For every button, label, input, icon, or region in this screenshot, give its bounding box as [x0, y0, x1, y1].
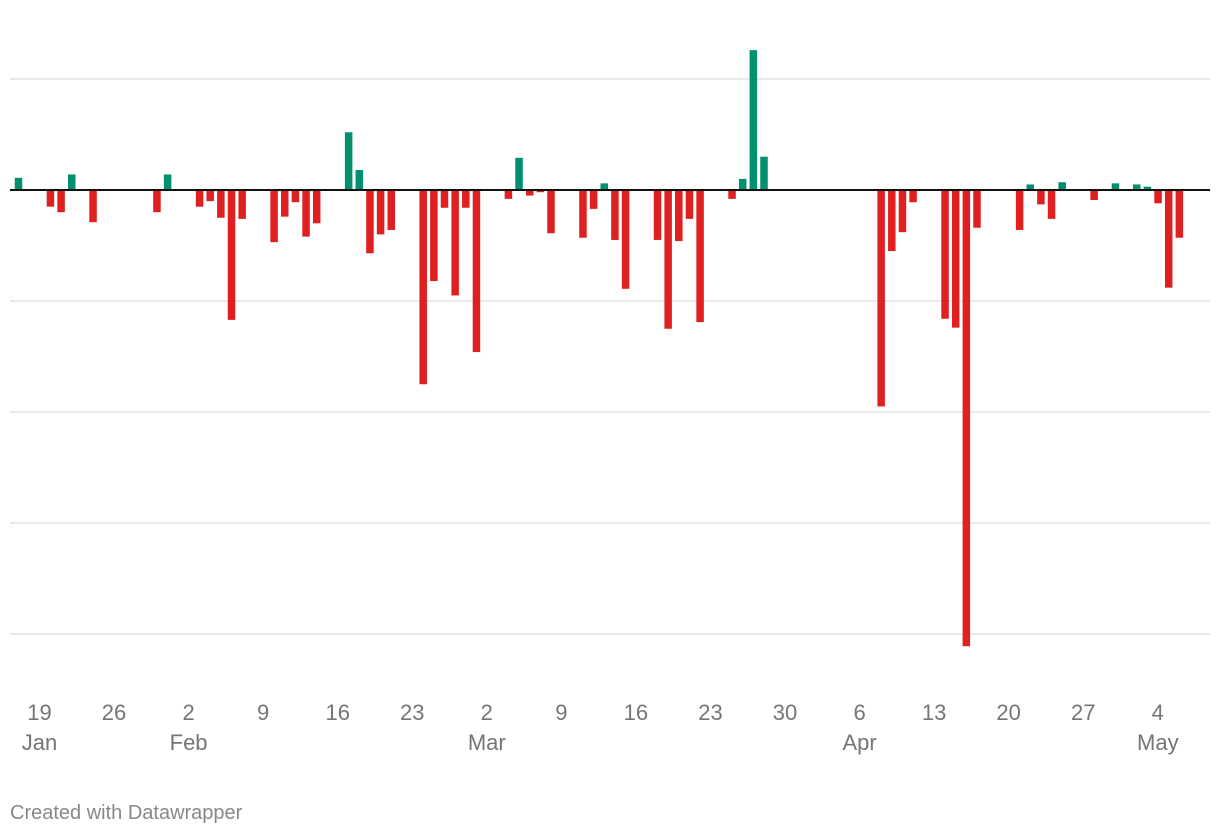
bar-negative [89, 190, 97, 223]
bar-negative [462, 190, 470, 208]
x-tick-day-label: 6 [853, 700, 865, 725]
bar-negative [430, 190, 438, 282]
x-tick-day-label: 16 [325, 700, 349, 725]
bar-negative [312, 190, 321, 224]
bar-negative [653, 190, 662, 240]
bar-negative [238, 190, 246, 219]
x-tick-month-label: Jan [22, 730, 57, 755]
bar-chart: 19 Jan 26 2 Feb 9 16 23 2 Mar 9 16 23 30 6 Apr 13 20 27 4 Ma… [10, 50, 1210, 755]
bar-negative [1164, 190, 1173, 288]
bar-negative [227, 190, 236, 320]
x-tick-day-label: 27 [1071, 700, 1095, 725]
bar-negative [547, 190, 555, 234]
bar-negative [281, 190, 289, 217]
bar-negative [898, 190, 907, 233]
bar-negative [951, 190, 960, 328]
bar-negative [153, 190, 161, 213]
x-tick-month-label: May [1137, 730, 1179, 755]
bar-negative [973, 190, 981, 228]
bar-positive [1026, 184, 1034, 190]
bar-positive [600, 183, 608, 190]
bar-positive [1133, 184, 1141, 190]
bar-negative [1090, 190, 1098, 200]
bar-negative [387, 190, 395, 230]
x-tick-day-label: 20 [996, 700, 1020, 725]
bar-negative [579, 190, 587, 238]
bar-negative [1047, 190, 1056, 219]
x-tick-day-label: 23 [698, 700, 722, 725]
bar-negative [376, 190, 385, 235]
datawrapper-credit: Created with Datawrapper [10, 802, 243, 824]
x-tick-month-label: Feb [170, 730, 208, 755]
bar-negative [664, 190, 672, 329]
bar-negative [589, 190, 598, 209]
bar-negative [621, 190, 630, 289]
bar-negative [685, 190, 694, 219]
bar-negative [696, 190, 704, 323]
x-tick-day-label: 2 [481, 700, 493, 725]
bar-positive [515, 157, 523, 190]
bar-negative [1037, 190, 1045, 205]
x-tick-day-label: 9 [555, 700, 567, 725]
bar-negative [728, 190, 736, 199]
bar-negative [962, 190, 971, 647]
bar-positive [163, 174, 172, 190]
x-tick-day-label: 30 [773, 700, 797, 725]
bar-negative [504, 190, 513, 199]
x-tick-day-label: 4 [1152, 700, 1164, 725]
bar-negative [291, 190, 300, 203]
bar-negative [888, 190, 896, 252]
bars [14, 50, 1184, 647]
bar-positive [749, 50, 758, 190]
x-tick-month-label: Apr [842, 730, 876, 755]
bar-negative [206, 190, 214, 202]
bar-negative [675, 190, 683, 242]
bar-negative [941, 190, 949, 319]
gridlines [10, 78, 1210, 635]
x-tick-day-label: 9 [257, 700, 269, 725]
bar-negative [440, 190, 449, 208]
x-tick-day-label: 23 [400, 700, 424, 725]
bar-negative [877, 190, 885, 407]
bar-positive [1058, 182, 1066, 190]
bar-negative [611, 190, 619, 240]
x-tick-day-label: 13 [922, 700, 946, 725]
bar-positive [14, 177, 23, 190]
x-tick-day-label: 26 [102, 700, 126, 725]
bar-negative [451, 190, 459, 296]
bar-negative [46, 190, 55, 207]
bar-positive [760, 156, 768, 190]
x-tick-day-label: 2 [182, 700, 194, 725]
bar-positive [68, 174, 76, 190]
x-tick-month-label: Mar [468, 730, 506, 755]
x-tick-day-label: 16 [624, 700, 648, 725]
bar-negative [57, 190, 65, 213]
x-tick-day-label: 19 [27, 700, 51, 725]
bar-negative [525, 190, 534, 196]
bar-negative [302, 190, 310, 237]
bar-negative [419, 190, 427, 385]
bar-negative [366, 190, 374, 254]
bar-negative [536, 190, 545, 193]
bar-negative [909, 190, 917, 203]
bar-negative [270, 190, 278, 243]
bar-positive [344, 132, 353, 190]
bar-positive [355, 170, 364, 190]
bar-positive [1111, 183, 1120, 190]
bar-negative [195, 190, 204, 207]
bar-negative [217, 190, 225, 218]
bar-negative [1015, 190, 1024, 230]
bar-negative [1154, 190, 1162, 204]
bar-negative [1175, 190, 1184, 238]
bar-negative [472, 190, 481, 353]
x-axis-ticks: 19 Jan 26 2 Feb 9 16 23 2 Mar 9 16 23 30 6 Apr 13 20 27 4 Ma… [22, 700, 1179, 755]
bar-positive [738, 178, 747, 190]
bar-positive [1143, 186, 1152, 190]
